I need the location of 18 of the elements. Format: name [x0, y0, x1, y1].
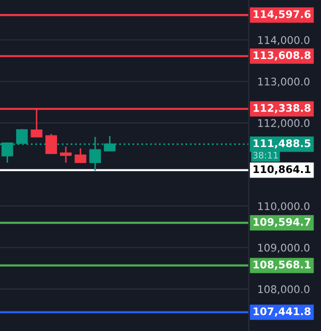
y-tick-label: 112,000.0	[258, 119, 310, 128]
candlestick	[45, 133, 58, 154]
text: 38:11	[253, 152, 278, 159]
ref-line-label: 108,568.1	[254, 260, 310, 270]
ref-line-label: 107,441.8	[254, 307, 311, 317]
y-tick-label: 113,000.0	[258, 78, 310, 87]
ref-line-label: 112,338.8	[254, 104, 311, 114]
ref-line-label: 113,608.8	[254, 51, 311, 60]
ref-line-label: 109,594.7	[254, 218, 310, 228]
ref-line-label: 114,597.6	[254, 10, 311, 20]
ref-line-label: 111,488.5	[254, 139, 310, 149]
y-tick-label: 108,000.0	[258, 285, 310, 294]
ref-line-label: 110,864.1	[254, 165, 310, 174]
y-tick-label: 110,000.0	[258, 202, 310, 212]
y-tick-label: 109,000.0	[258, 244, 310, 253]
candlestick	[60, 146, 72, 164]
y-tick-label: 114,000.0	[258, 36, 310, 46]
candlestick	[74, 148, 86, 163]
